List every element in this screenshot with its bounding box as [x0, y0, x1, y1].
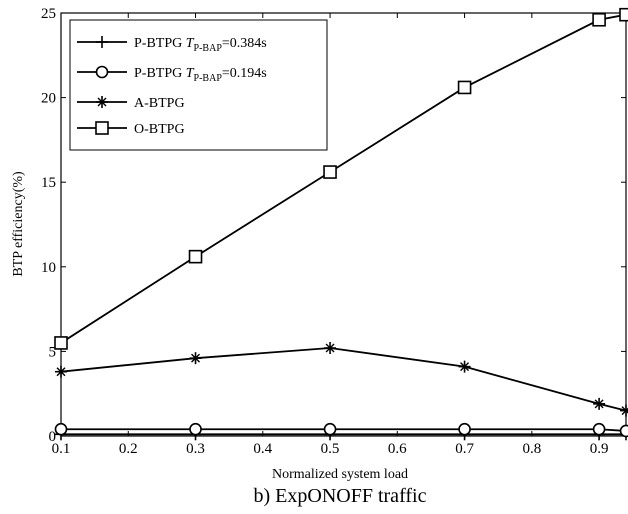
x-tick-label: 0.3: [186, 441, 205, 457]
series-1: [54, 422, 628, 438]
data-point: [323, 165, 337, 179]
data-point: [593, 397, 606, 410]
series-line: [60, 347, 627, 412]
y-tick-label: 0: [49, 429, 57, 445]
y-tick-label: 10: [41, 260, 56, 276]
legend: P-BTPG TP-BAP=0.384s P-BTPG TP-BAP=0.194s…: [69, 19, 328, 151]
x-tick-label: 0.5: [321, 441, 340, 457]
legend-entry: O-BTPG: [77, 121, 185, 137]
data-point: [324, 342, 337, 355]
y-tick-label: 5: [49, 344, 57, 360]
data-point: [323, 422, 337, 436]
data-point: [54, 336, 68, 350]
x-tick-label: 0.8: [522, 441, 541, 457]
x-tick-label: 0.1: [52, 441, 71, 457]
y-tick-label: 25: [41, 6, 56, 22]
data-point: [189, 422, 202, 436]
legend-label: P-BTPG TP-BAP=0.194s: [134, 66, 267, 84]
y-tick-label: 20: [41, 91, 56, 107]
data-point: [458, 360, 471, 373]
data-point: [619, 7, 628, 22]
legend-label: P-BTPG TP-BAP=0.384s: [134, 36, 267, 54]
x-tick-label: 0.2: [119, 441, 138, 457]
series-2: [55, 342, 628, 417]
data-point: [619, 424, 628, 438]
data-point: [96, 96, 108, 108]
legend-entry: P-BTPG TP-BAP=0.194s: [77, 65, 267, 84]
tick-labels: 0.1 0.2 0.3 0.4 0.5 0.6 0.7 0.8 0.9 0 5 10 15 20 25: [41, 6, 608, 457]
legend-label: O-BTPG: [134, 122, 185, 137]
legend-entry: P-BTPG TP-BAP=0.384s: [77, 36, 267, 54]
x-tick-label: 0.4: [253, 441, 272, 457]
series-3: [54, 7, 628, 350]
data-point: [620, 404, 628, 417]
data-point: [592, 12, 606, 27]
x-tick-label: 0.9: [590, 441, 609, 457]
y-tick-label: 15: [41, 175, 56, 191]
data-point: [592, 422, 606, 436]
x-tick-label: 0.7: [455, 441, 474, 457]
x-axis-label: Normalized system load: [272, 467, 408, 482]
data-point: [95, 65, 109, 79]
data-point: [54, 422, 68, 436]
figure-caption: b) ExpONOFF traffic: [254, 485, 427, 507]
data-point: [188, 249, 203, 264]
data-point: [55, 365, 67, 378]
legend-label: A-BTPG: [134, 96, 185, 111]
data-point: [96, 36, 108, 48]
y-axis-label: BTP efficiency(%): [11, 171, 26, 277]
series-layer: [54, 7, 628, 441]
data-point: [95, 121, 109, 135]
data-point: [189, 352, 202, 365]
legend-entry: A-BTPG: [77, 96, 185, 111]
x-tick-label: 0.6: [388, 441, 407, 457]
data-point: [457, 80, 472, 95]
data-point: [458, 422, 471, 436]
